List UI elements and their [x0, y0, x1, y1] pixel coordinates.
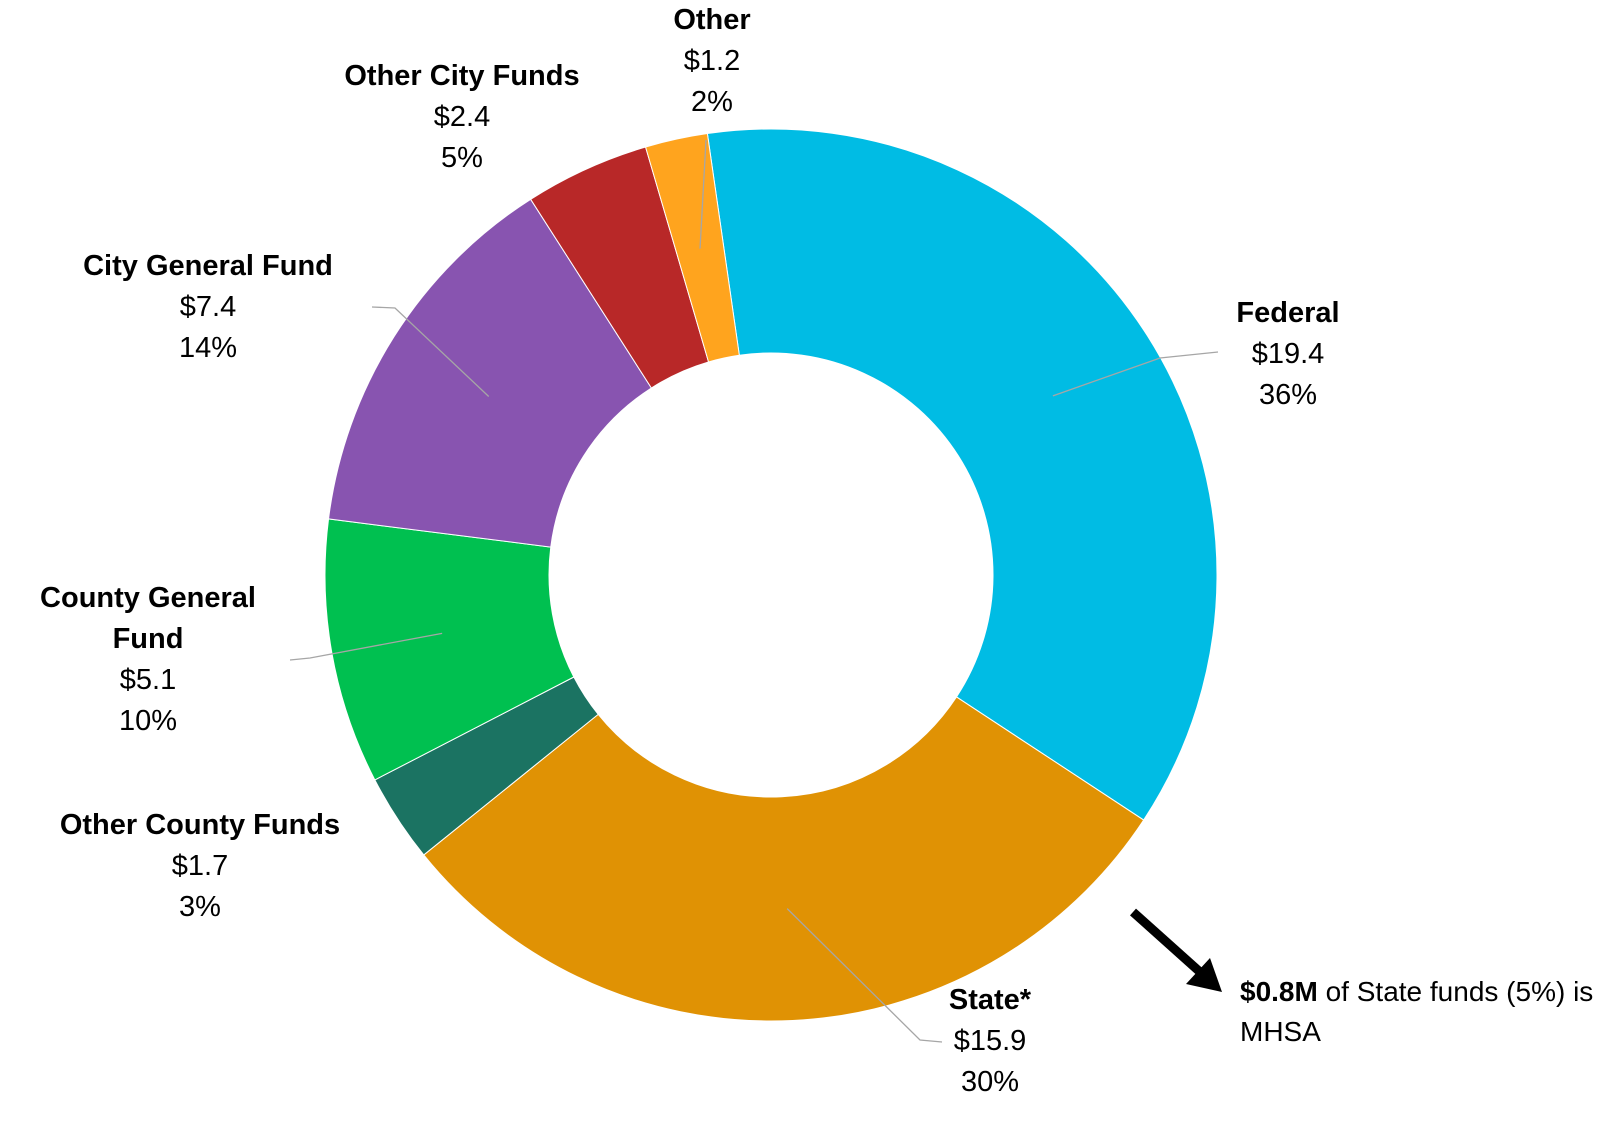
- value-label: $2.4: [292, 97, 632, 138]
- percent-label: 3%: [0, 887, 400, 928]
- percent-label: 5%: [292, 138, 632, 179]
- value-label: $15.9: [890, 1021, 1090, 1062]
- annotation-bold: $0.8M: [1240, 976, 1318, 1007]
- value-label: $7.4: [28, 287, 388, 328]
- category-label: State*: [890, 980, 1090, 1021]
- annotation-arrow: [1133, 912, 1222, 992]
- value-label: $5.1: [3, 660, 293, 701]
- category-label: City General Fund: [28, 246, 388, 287]
- percent-label: 2%: [632, 82, 792, 123]
- category-label: Other: [632, 0, 792, 41]
- category-label: County General Fund: [3, 578, 293, 660]
- chart: [0, 0, 1616, 1136]
- category-label: Federal: [1188, 293, 1388, 334]
- page: {"chart_data": {"type": "donut", "catego…: [0, 0, 1616, 1136]
- percent-label: 30%: [890, 1062, 1090, 1103]
- category-label: Other City Funds: [292, 56, 632, 97]
- value-label: $1.2: [632, 41, 792, 82]
- slices: [325, 129, 1217, 1021]
- category-label: Other County Funds: [0, 805, 400, 846]
- annotation: $0.8M of State funds (5%) is MHSA: [1240, 972, 1616, 1052]
- value-label: $19.4: [1188, 334, 1388, 375]
- value-label: $1.7: [0, 846, 400, 887]
- percent-label: 10%: [3, 701, 293, 742]
- percent-label: 14%: [28, 328, 388, 369]
- percent-label: 36%: [1188, 375, 1388, 416]
